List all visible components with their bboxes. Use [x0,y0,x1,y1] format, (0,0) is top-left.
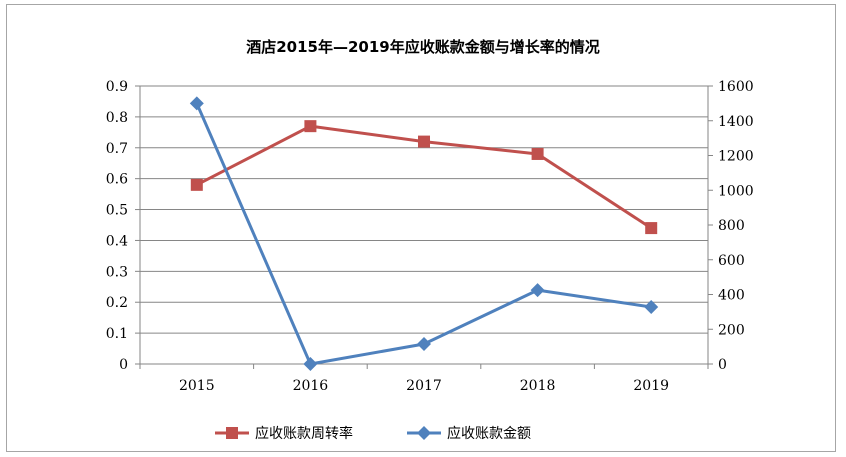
left-tick-label: 0.8 [106,110,128,126]
right-tick-label: 600 [718,253,745,269]
data-point-receivables-amount [189,96,204,111]
left-tick-label: 0.2 [106,295,128,311]
x-tick-label: 2016 [293,378,329,394]
x-tick-label: 2019 [633,378,669,394]
left-tick-label: 0.1 [106,326,128,342]
gridlines [140,85,708,334]
left-tick-label: 0.3 [106,264,128,280]
data-point-receivables-amount [530,283,545,298]
legend-marker-turnover-rate [226,427,238,439]
series-group [189,96,659,371]
left-tick-label: 0.5 [106,203,128,219]
legend: 应收账款周转率 应收账款金额 [215,425,531,442]
right-tick-label: 1000 [718,183,754,199]
left-tick-label: 0.4 [106,233,128,249]
right-tick-label: 1400 [718,114,754,130]
right-tick-label: 800 [718,218,745,234]
axes [139,86,709,365]
chart-frame [6,4,836,452]
data-point-turnover-rate [645,222,658,235]
data-point-turnover-rate [304,120,317,133]
left-tick-label: 0.7 [106,141,128,157]
right-tick-label: 1600 [718,79,754,95]
data-point-receivables-amount [303,357,318,371]
data-point-receivables-amount [417,337,431,352]
x-axis-ticks: 2015 2016 2017 2018 2019 [139,364,709,394]
x-tick-label: 2015 [179,378,215,394]
chart-title: 酒店2015年—2019年应收账款金额与增长率的情况 [246,38,600,56]
left-axis-ticks: 0 0.1 0.2 0.3 0.4 0.5 0.6 0.7 0.8 0.9 [106,79,140,373]
data-point-turnover-rate [190,178,203,191]
data-point-turnover-rate [531,147,544,160]
right-tick-label: 200 [718,322,745,338]
left-tick-label: 0 [119,357,128,373]
x-tick-label: 2018 [520,378,556,394]
left-tick-label: 0.9 [106,79,128,95]
legend-marker-receivables-amount [417,426,431,440]
legend-label-receivables-amount: 应收账款金额 [447,425,531,442]
legend-label-turnover-rate: 应收账款周转率 [255,425,353,442]
data-point-turnover-rate [418,135,430,148]
data-point-receivables-amount [644,300,659,315]
right-tick-label: 1200 [718,149,754,165]
x-tick-label: 2017 [406,378,442,394]
right-axis-ticks: 0 200 400 600 800 1000 1200 1400 1600 [708,79,754,373]
left-tick-label: 0.6 [106,172,128,188]
right-tick-label: 400 [718,288,745,304]
right-tick-label: 0 [718,357,727,373]
